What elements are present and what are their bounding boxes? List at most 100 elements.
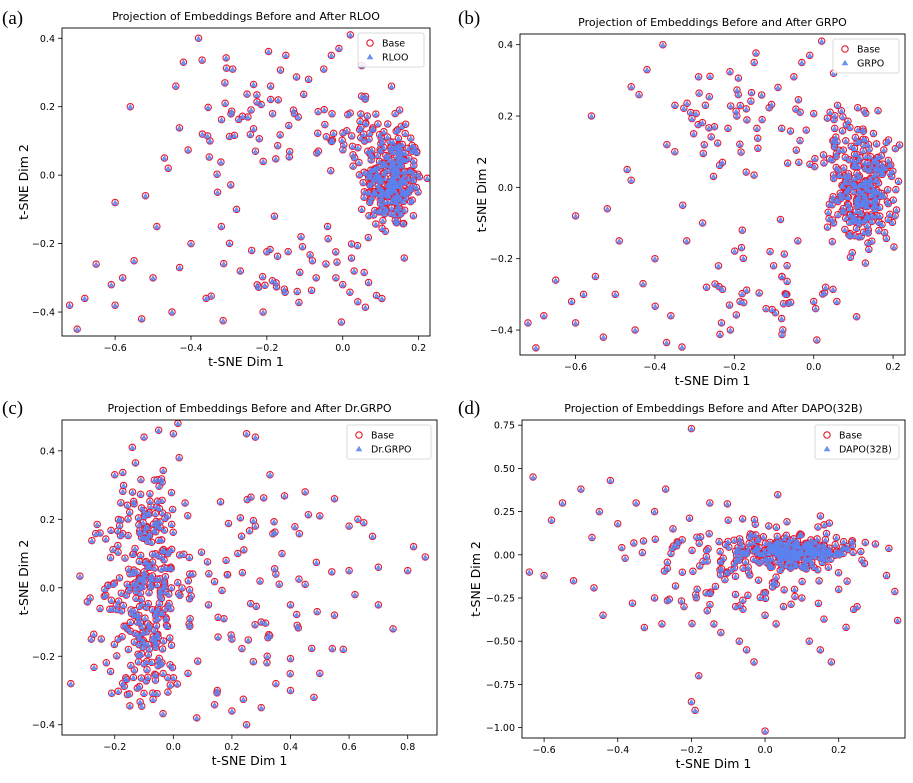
base-point — [569, 576, 578, 585]
base-point — [885, 544, 893, 553]
y-tick-label: 0.0 — [40, 583, 55, 594]
method-point — [831, 144, 838, 150]
method-point — [138, 675, 145, 681]
base-point — [394, 134, 403, 143]
method-point — [176, 125, 183, 131]
method-point — [663, 141, 671, 148]
method-point — [820, 616, 828, 622]
base-point — [301, 488, 309, 496]
panel-label: (a) — [2, 8, 23, 29]
method-point — [839, 128, 846, 134]
method-point — [734, 544, 742, 551]
method-point — [768, 101, 775, 108]
method-point — [145, 590, 153, 596]
method-point — [375, 564, 382, 570]
base-point — [83, 598, 92, 606]
method-point — [374, 121, 382, 127]
method-point — [199, 131, 206, 137]
base-point — [400, 254, 409, 262]
method-point — [198, 57, 206, 63]
method-point — [157, 593, 164, 599]
method-point — [824, 209, 832, 215]
base-point — [663, 558, 672, 567]
method-point — [231, 132, 238, 139]
base-point — [110, 640, 119, 649]
method-point — [680, 105, 688, 111]
base-point — [849, 548, 857, 557]
base-point — [833, 101, 842, 110]
method-point — [736, 536, 743, 542]
base-point — [198, 130, 207, 138]
method-point — [111, 641, 118, 648]
method-point — [369, 533, 376, 540]
method-point — [314, 130, 321, 136]
method-point — [717, 629, 725, 636]
base-point — [285, 121, 293, 130]
method-point — [124, 581, 131, 587]
chart-title: Projection of Embeddings Before and Afte… — [578, 16, 847, 29]
base-point — [750, 171, 758, 179]
method-point — [865, 246, 873, 253]
base-point — [285, 147, 294, 156]
base-point — [332, 248, 340, 256]
method-point — [159, 610, 166, 617]
method-point — [820, 152, 827, 158]
method-point — [859, 189, 866, 195]
legend-box — [832, 38, 900, 74]
method-point — [841, 172, 848, 179]
panel-1: (a) Projection of Embeddings Before and A… — [2, 8, 431, 369]
x-tick-label: −0.6 — [533, 745, 556, 756]
method-point — [847, 254, 854, 260]
method-point — [348, 255, 355, 261]
method-point — [185, 621, 193, 627]
method-point — [226, 240, 233, 247]
base-point — [790, 73, 798, 81]
base-point — [779, 326, 787, 334]
method-point — [403, 190, 411, 196]
base-point — [238, 568, 247, 577]
method-point — [339, 147, 347, 153]
method-point — [865, 141, 872, 148]
method-point — [688, 115, 696, 122]
base-point — [246, 130, 255, 139]
method-point — [880, 164, 887, 171]
chart-title: Projection of Embeddings Before and Afte… — [107, 402, 391, 415]
method-point — [185, 578, 192, 584]
method-point — [743, 647, 750, 653]
method-point — [114, 549, 122, 555]
y-axis-label: t-SNE Dim 2 — [16, 540, 31, 616]
base-point — [129, 673, 138, 682]
method-point — [414, 189, 422, 195]
method-point — [335, 45, 343, 52]
legend-method-marker — [355, 445, 363, 452]
base-point — [268, 276, 277, 285]
method-point — [368, 194, 376, 201]
base-point — [136, 490, 145, 499]
base-point — [739, 254, 748, 263]
base-point — [137, 674, 146, 682]
method-point — [865, 187, 873, 194]
base-point — [689, 130, 698, 138]
base-point — [758, 115, 766, 124]
method-point — [274, 253, 281, 259]
base-point — [364, 233, 373, 242]
method-point — [891, 213, 899, 219]
method-point — [168, 521, 175, 527]
base-point — [152, 622, 161, 630]
base-point — [259, 157, 267, 166]
base-point — [350, 153, 359, 162]
method-point — [296, 269, 304, 275]
method-point — [187, 593, 195, 599]
method-point — [632, 500, 640, 506]
method-point — [360, 194, 368, 200]
method-point — [854, 126, 862, 133]
base-point — [159, 709, 167, 718]
axes-frame — [61, 419, 438, 736]
method-point — [204, 104, 212, 110]
method-point — [160, 638, 167, 644]
base-point — [423, 174, 430, 183]
method-point — [137, 583, 144, 590]
method-point — [287, 602, 294, 608]
method-point — [66, 302, 73, 308]
method-point — [301, 489, 309, 495]
